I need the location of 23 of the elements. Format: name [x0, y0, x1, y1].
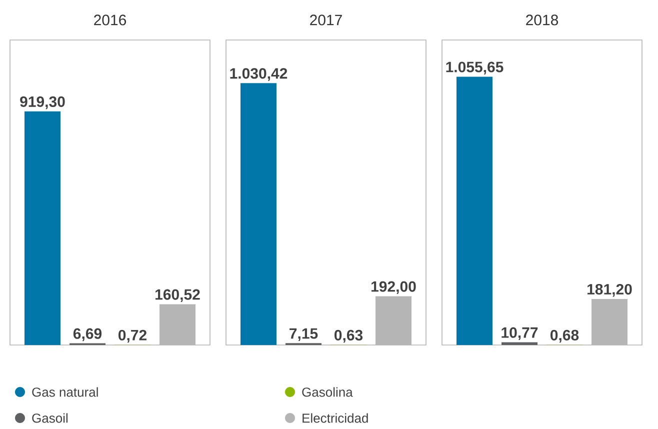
legend-label: Gas natural	[32, 387, 98, 397]
data-label: 6,69	[73, 328, 102, 342]
data-label: 0,72	[118, 330, 146, 343]
legend-label: Electricidad	[302, 413, 368, 423]
data-label: 7,15	[290, 328, 318, 341]
data-label: 0,68	[550, 330, 579, 343]
bar	[502, 342, 538, 345]
legend-label: Gasolina	[302, 387, 353, 397]
data-label: 1.030,42	[230, 68, 288, 81]
chart-title: 2017	[310, 14, 342, 26]
data-label: 0,63	[334, 330, 363, 343]
data-label: 181,20	[588, 284, 632, 297]
data-label: 1.055,65	[446, 62, 504, 74]
data-label: 192,00	[372, 281, 416, 294]
data-label: 919,30	[20, 96, 65, 110]
bar	[456, 76, 493, 345]
chart-title: 2016	[94, 14, 126, 26]
legend-label: Gasoil	[32, 413, 68, 423]
bar	[24, 111, 60, 345]
data-label: 160,52	[156, 289, 200, 302]
bar	[240, 83, 277, 345]
chart-title: 2018	[526, 14, 558, 26]
data-label: 10,77	[502, 327, 538, 340]
